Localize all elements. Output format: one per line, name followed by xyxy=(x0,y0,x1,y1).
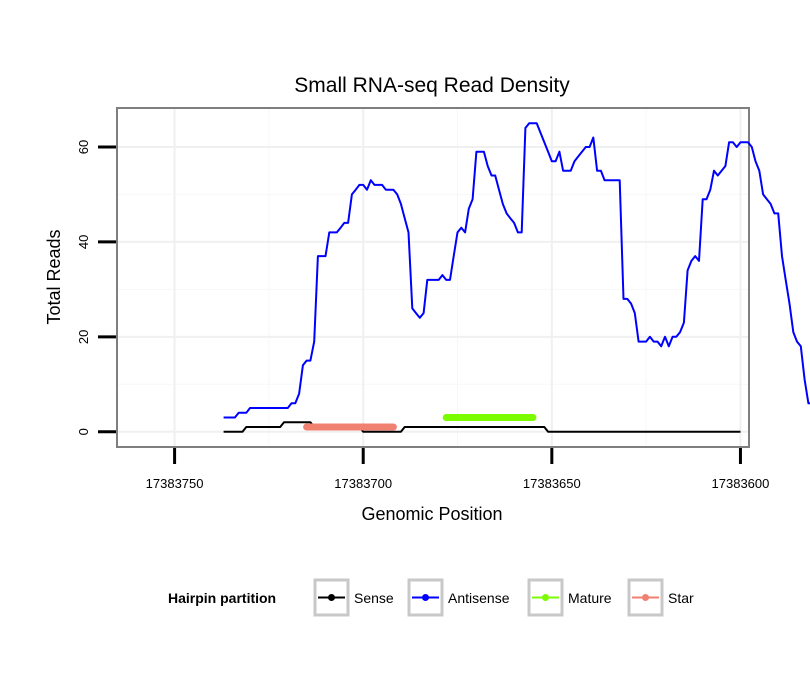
legend-key-point-antisense xyxy=(422,594,429,601)
x-tick-label: 17383700 xyxy=(334,476,392,491)
data-point-star xyxy=(348,423,356,431)
y-axis-title: Total Reads xyxy=(44,229,64,324)
chart-title: Small RNA-seq Read Density xyxy=(294,74,570,97)
y-tick-label: 0 xyxy=(76,428,91,435)
data-point-star xyxy=(371,423,379,431)
series-line-antisense xyxy=(223,122,810,419)
legend-label-mature: Mature xyxy=(568,590,612,606)
x-tick-label: 17383600 xyxy=(712,476,770,491)
x-tick-label: 17383650 xyxy=(523,476,581,491)
legend-label-antisense: Antisense xyxy=(448,590,510,606)
data-point-mature xyxy=(487,414,495,422)
legend-label-sense: Sense xyxy=(354,590,394,606)
legend-key-point-star xyxy=(642,594,649,601)
legend-title: Hairpin partition xyxy=(168,590,276,606)
plot-panel xyxy=(116,107,750,448)
data-point-star xyxy=(389,423,397,431)
data-point-mature xyxy=(510,414,518,422)
grid-lines xyxy=(118,109,748,446)
data-point-star xyxy=(325,423,333,431)
legend-key-point-sense xyxy=(328,594,335,601)
data-point-mature xyxy=(529,414,537,422)
data-point-mature xyxy=(465,414,473,422)
x-tick-label: 17383750 xyxy=(146,476,204,491)
x-axis-title: Genomic Position xyxy=(361,504,502,524)
legend-label-star: Star xyxy=(668,590,694,606)
y-tick-label: 20 xyxy=(76,330,91,344)
y-tick-label: 40 xyxy=(76,235,91,249)
legend: Hairpin partition Sense Antisense Mature St… xyxy=(168,578,694,617)
series-layer xyxy=(223,122,810,433)
y-tick-label: 60 xyxy=(76,140,91,154)
axes: 17383750 17383700 17383650 17383600 0 20 40 60 xyxy=(76,140,769,491)
legend-key-point-mature xyxy=(542,594,549,601)
data-point-mature xyxy=(442,414,450,422)
data-point-star xyxy=(303,423,311,431)
